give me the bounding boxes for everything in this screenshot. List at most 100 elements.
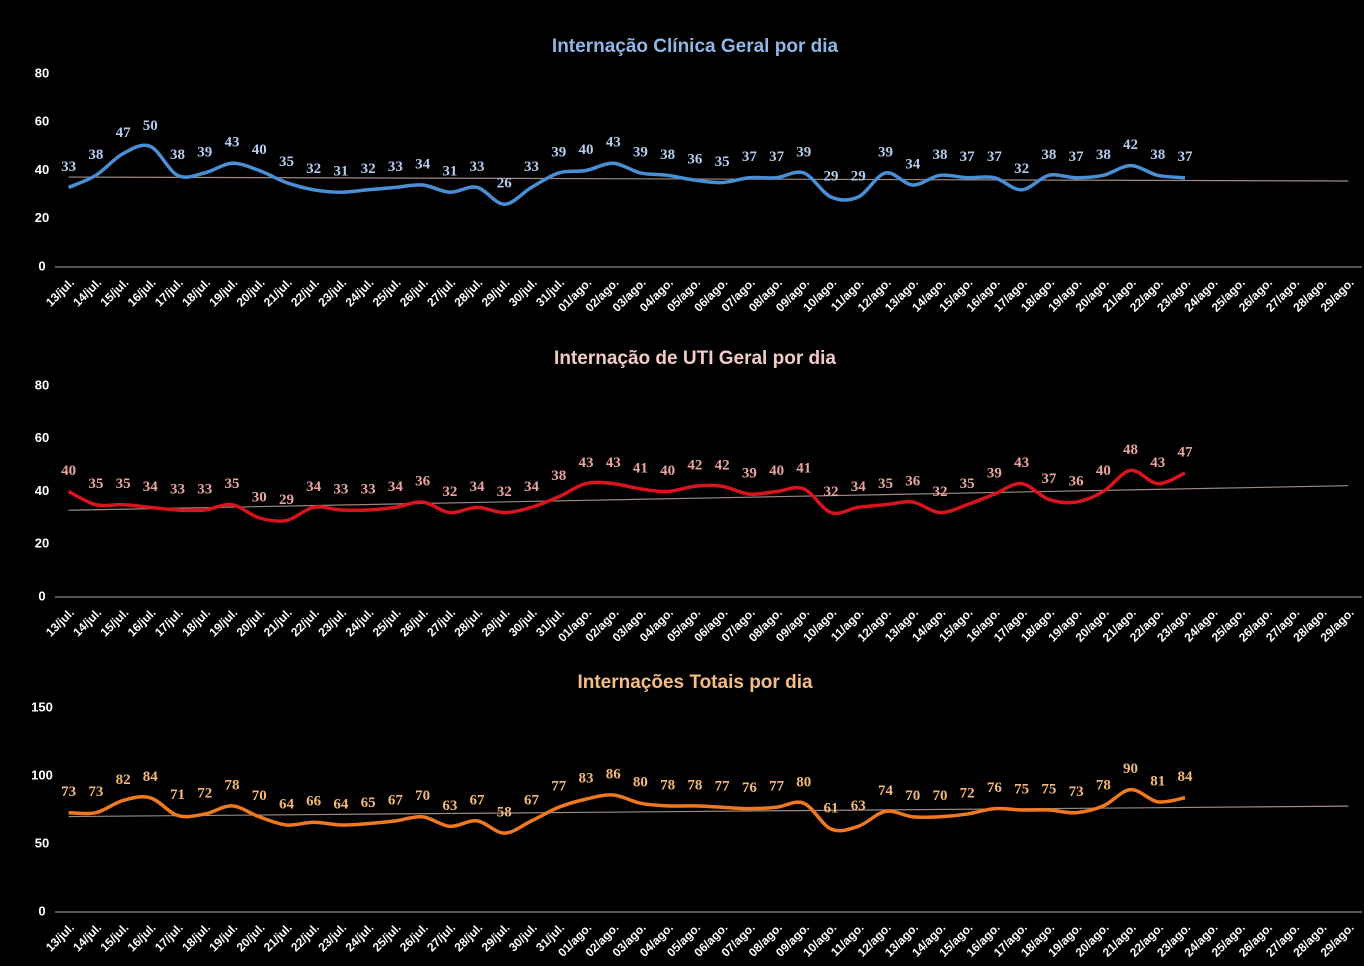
line-series xyxy=(67,143,1186,207)
data-label: 86 xyxy=(606,766,622,782)
data-label: 63 xyxy=(851,798,866,814)
data-label: 34 xyxy=(470,479,486,495)
data-label: 39 xyxy=(197,144,212,160)
data-label: 78 xyxy=(224,777,239,793)
data-label: 58 xyxy=(497,805,512,821)
data-label: 34 xyxy=(905,156,921,172)
data-label: 33 xyxy=(524,159,539,175)
line-series xyxy=(68,787,1186,835)
data-label: 33 xyxy=(388,159,403,175)
data-label: 63 xyxy=(442,798,457,814)
data-label: 35 xyxy=(116,476,131,492)
data-label: 35 xyxy=(279,154,294,170)
data-label: 36 xyxy=(1069,473,1085,489)
data-label: 37 xyxy=(960,149,976,165)
data-label: 73 xyxy=(1069,784,1084,800)
data-label: 32 xyxy=(932,484,947,500)
y-tick-label: 0 xyxy=(38,258,45,273)
y-tick-label: 20 xyxy=(35,536,49,551)
data-label: 37 xyxy=(987,149,1003,165)
data-label: 76 xyxy=(742,780,758,796)
data-label: 78 xyxy=(1096,777,1111,793)
data-label: 70 xyxy=(932,788,947,804)
data-label: 41 xyxy=(796,460,811,476)
data-label: 42 xyxy=(1123,137,1138,153)
data-label: 38 xyxy=(88,147,103,163)
y-tick-label: 20 xyxy=(35,210,49,225)
data-label: 38 xyxy=(932,147,947,163)
y-tick-label: 50 xyxy=(35,835,49,850)
data-label: 65 xyxy=(361,795,376,811)
data-label: 77 xyxy=(551,779,567,795)
data-label: 71 xyxy=(170,787,185,803)
data-label: 33 xyxy=(197,481,212,497)
data-label: 67 xyxy=(470,792,486,808)
data-label: 32 xyxy=(442,484,457,500)
data-label: 70 xyxy=(252,788,267,804)
data-label: 43 xyxy=(1014,455,1029,471)
data-label: 61 xyxy=(824,800,839,816)
data-label: 37 xyxy=(1178,149,1194,165)
data-label: 35 xyxy=(878,476,893,492)
data-label: 43 xyxy=(606,455,621,471)
data-label: 72 xyxy=(197,786,212,802)
data-label: 39 xyxy=(742,466,757,482)
data-label: 34 xyxy=(524,479,540,495)
data-label: 40 xyxy=(1096,463,1111,479)
data-label: 37 xyxy=(1041,471,1057,487)
data-label: 30 xyxy=(252,489,267,505)
data-label: 35 xyxy=(88,476,103,492)
data-label: 84 xyxy=(1178,769,1194,785)
y-tick-label: 80 xyxy=(35,377,49,392)
data-label: 36 xyxy=(905,473,921,489)
y-tick-label: 0 xyxy=(38,588,45,603)
data-label: 40 xyxy=(578,142,593,158)
data-label: 39 xyxy=(633,144,648,160)
y-tick-label: 100 xyxy=(31,767,53,782)
data-label: 47 xyxy=(116,125,132,141)
data-label: 33 xyxy=(61,159,76,175)
data-label: 39 xyxy=(878,144,893,160)
data-label: 36 xyxy=(687,152,703,168)
chart-title: Internações Totais por dia xyxy=(577,672,813,693)
data-label: 32 xyxy=(1014,161,1029,177)
data-label: 84 xyxy=(143,769,159,785)
data-label: 47 xyxy=(1178,444,1194,460)
data-label: 34 xyxy=(306,479,322,495)
data-label: 34 xyxy=(851,479,867,495)
data-label: 78 xyxy=(660,777,675,793)
data-label: 35 xyxy=(715,154,730,170)
data-label: 75 xyxy=(1041,781,1056,797)
data-label: 34 xyxy=(388,479,404,495)
data-label: 39 xyxy=(987,466,1002,482)
line-series xyxy=(67,468,1186,523)
data-label: 29 xyxy=(279,492,294,508)
data-label: 77 xyxy=(769,779,785,795)
trendline xyxy=(68,805,1349,818)
data-label: 33 xyxy=(333,481,348,497)
data-label: 43 xyxy=(1150,455,1165,471)
data-label: 34 xyxy=(143,479,159,495)
data-label: 72 xyxy=(960,786,975,802)
data-label: 32 xyxy=(824,484,839,500)
data-label: 80 xyxy=(796,775,811,791)
data-label: 78 xyxy=(687,777,702,793)
data-label: 76 xyxy=(987,780,1003,796)
y-tick-label: 60 xyxy=(35,114,49,129)
data-label: 36 xyxy=(415,473,431,489)
data-label: 74 xyxy=(878,783,894,799)
y-tick-label: 60 xyxy=(35,430,49,445)
data-label: 75 xyxy=(1014,781,1029,797)
data-label: 37 xyxy=(769,149,785,165)
data-label: 33 xyxy=(470,159,485,175)
data-label: 40 xyxy=(769,463,784,479)
data-label: 40 xyxy=(61,463,76,479)
data-label: 38 xyxy=(551,468,566,484)
y-tick-label: 0 xyxy=(38,903,45,918)
data-label: 67 xyxy=(524,792,540,808)
data-label: 43 xyxy=(224,135,239,151)
data-label: 80 xyxy=(633,775,648,791)
data-label: 29 xyxy=(824,168,839,184)
data-label: 70 xyxy=(415,788,430,804)
data-label: 33 xyxy=(170,481,185,497)
